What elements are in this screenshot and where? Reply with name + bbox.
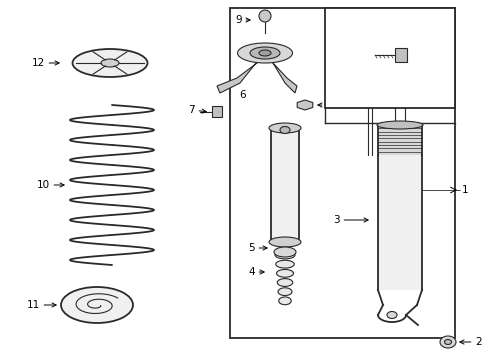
- Text: 1: 1: [462, 185, 468, 195]
- Text: 3: 3: [333, 215, 368, 225]
- Ellipse shape: [279, 297, 291, 305]
- Text: 5: 5: [248, 243, 267, 253]
- Bar: [378, 155, 422, 290]
- Text: 6: 6: [240, 90, 246, 100]
- Bar: [271, 128, 299, 242]
- Ellipse shape: [259, 50, 271, 56]
- Text: 10: 10: [37, 180, 64, 190]
- Polygon shape: [270, 58, 297, 93]
- Text: 12: 12: [32, 58, 59, 68]
- Text: 7: 7: [412, 50, 437, 60]
- Ellipse shape: [444, 339, 451, 345]
- Ellipse shape: [101, 59, 119, 67]
- Bar: [212, 106, 222, 117]
- Bar: [378, 125, 422, 155]
- Ellipse shape: [278, 288, 292, 296]
- Text: 8: 8: [318, 100, 333, 110]
- Polygon shape: [297, 100, 313, 110]
- Text: 9: 9: [235, 15, 250, 25]
- Bar: [230, 8, 455, 338]
- Ellipse shape: [276, 260, 294, 268]
- Bar: [325, 8, 455, 108]
- Ellipse shape: [377, 121, 423, 129]
- Ellipse shape: [238, 43, 293, 63]
- Bar: [395, 48, 407, 62]
- Ellipse shape: [276, 269, 294, 277]
- Ellipse shape: [274, 247, 296, 257]
- Ellipse shape: [387, 311, 397, 319]
- Text: 2: 2: [460, 337, 482, 347]
- Ellipse shape: [61, 287, 133, 323]
- Ellipse shape: [440, 336, 456, 348]
- Ellipse shape: [250, 47, 280, 59]
- Text: 7: 7: [188, 105, 206, 115]
- Circle shape: [259, 10, 271, 22]
- Ellipse shape: [73, 49, 147, 77]
- Ellipse shape: [269, 123, 301, 133]
- Text: 4: 4: [248, 267, 264, 277]
- Ellipse shape: [275, 251, 295, 259]
- Text: 11: 11: [27, 300, 56, 310]
- Polygon shape: [217, 58, 260, 93]
- Ellipse shape: [277, 279, 293, 287]
- Ellipse shape: [280, 126, 290, 134]
- Ellipse shape: [269, 237, 301, 247]
